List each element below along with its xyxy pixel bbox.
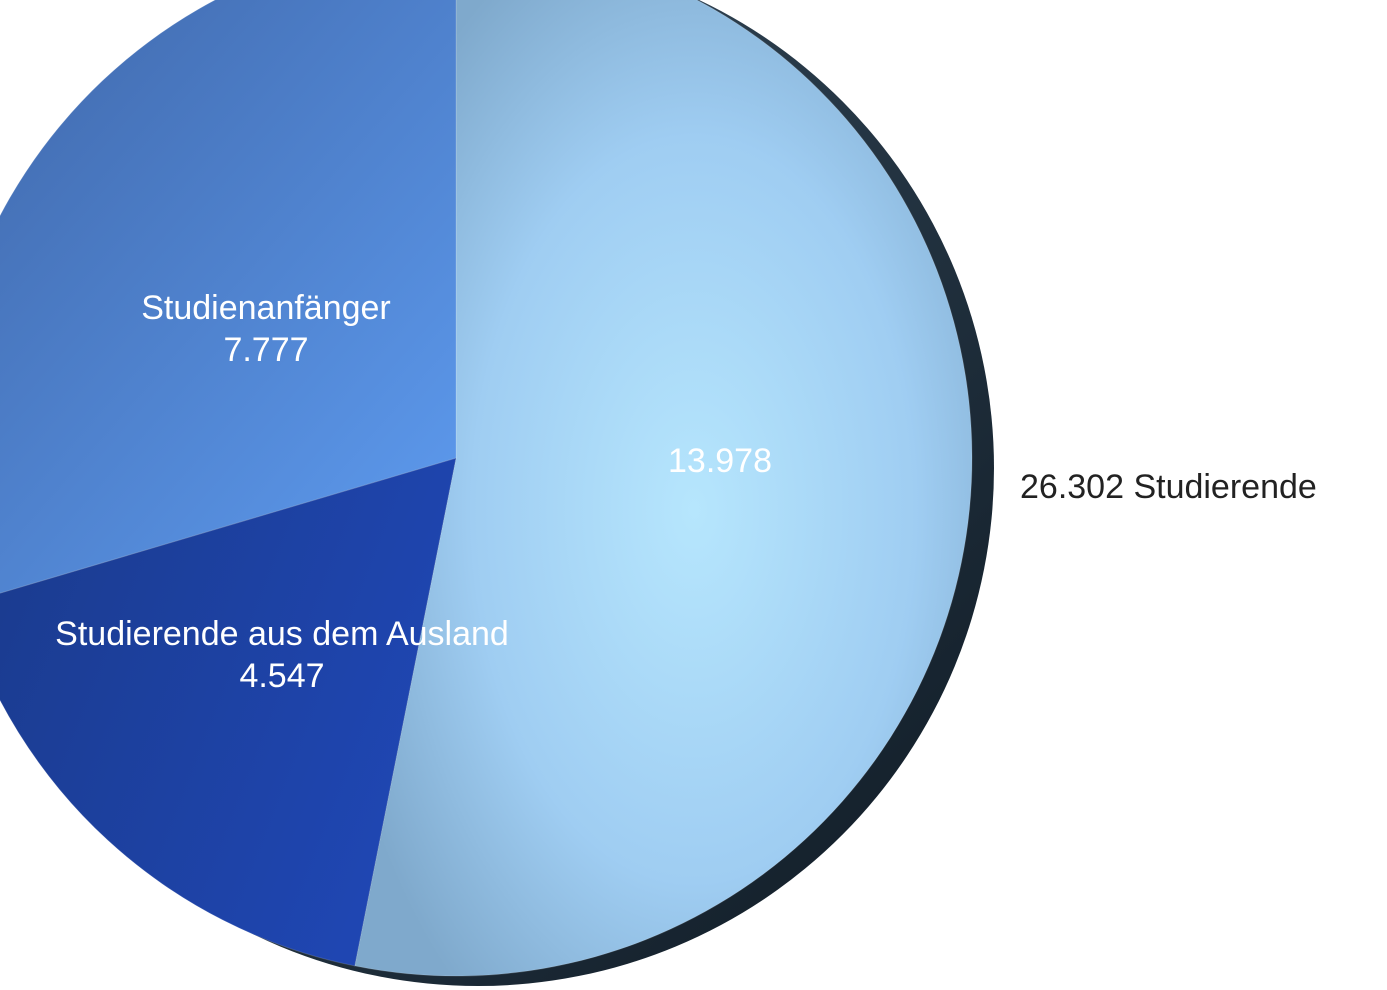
pie-slice-3 xyxy=(0,0,457,594)
pie-slice-3-label: Studienanfänger 7.777 xyxy=(141,289,391,369)
pie-slice-2-value: 4.547 xyxy=(239,657,324,695)
pie-slice-2-name: Studierende aus dem Ausland xyxy=(55,615,509,653)
pie-slice-2-label: Studierende aus dem Ausland 4.547 xyxy=(55,615,509,695)
pie-slice-2 xyxy=(0,457,457,967)
pie-slices xyxy=(0,0,973,977)
total-students-label: 26.302 Studierende xyxy=(1020,468,1317,506)
pie-slice-3-value: 7.777 xyxy=(223,331,308,369)
pie-slice-1-value: 13.978 xyxy=(668,442,772,480)
pie-slice-3-name: Studienanfänger xyxy=(141,289,391,327)
pie-slice-1 xyxy=(354,0,973,977)
